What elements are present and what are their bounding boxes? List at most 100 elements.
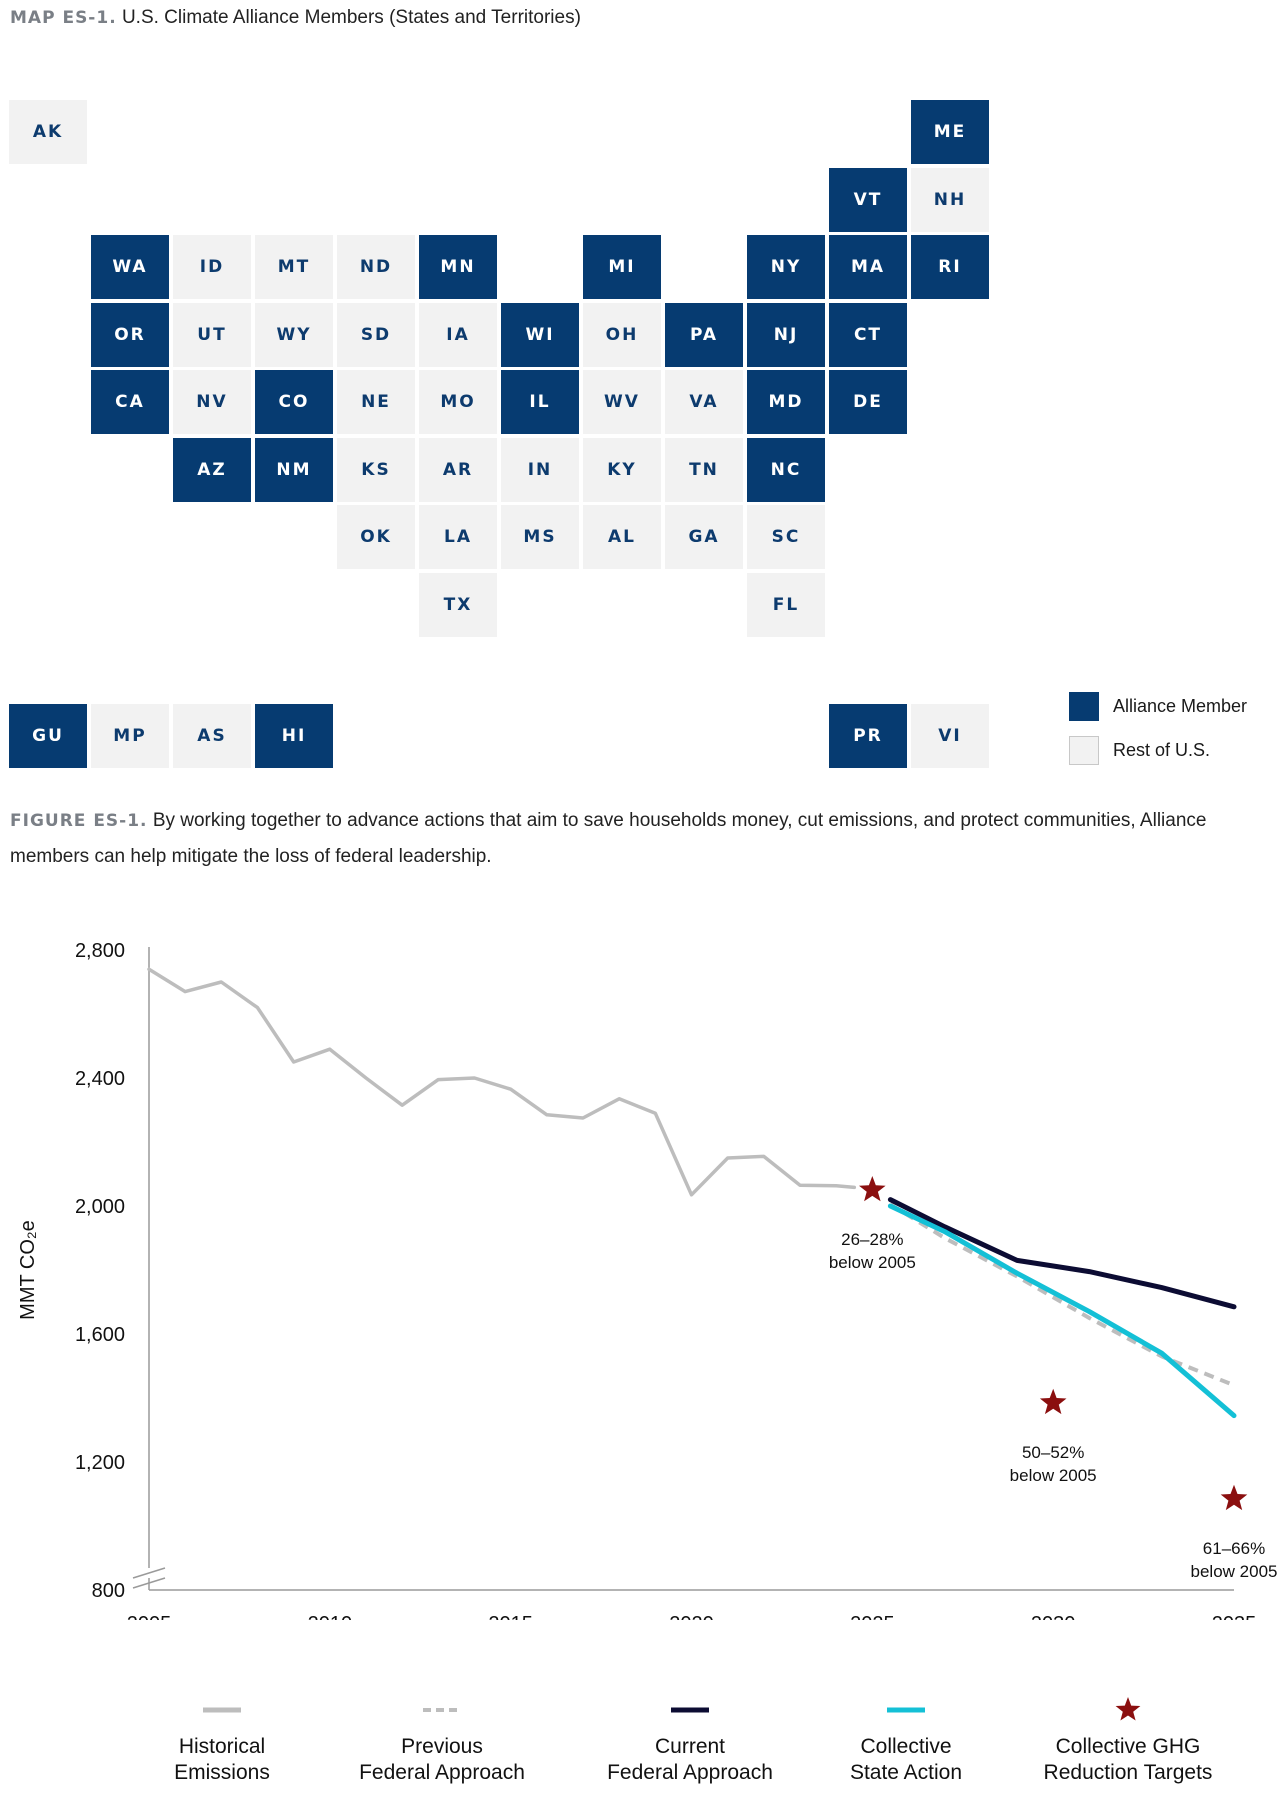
legend-item: Collective State Action xyxy=(796,1696,1016,1786)
x-tick-label: 2020 xyxy=(669,1613,714,1620)
state-tile-ia: IA xyxy=(419,302,497,367)
state-tile-az: AZ xyxy=(173,437,251,502)
y-tick-label: 1,200 xyxy=(75,1452,125,1474)
legend-line-icon xyxy=(671,1707,709,1713)
member-swatch xyxy=(1069,692,1099,721)
state-tile-oh: OH xyxy=(583,302,661,367)
state-tile-me: ME xyxy=(911,100,989,164)
state-tile-wv: WV xyxy=(583,370,661,434)
state-tile-al: AL xyxy=(583,505,661,569)
state-tile-sd: SD xyxy=(337,302,415,367)
axis-break-mark xyxy=(132,1567,166,1579)
target-star xyxy=(859,1176,886,1202)
y-tick-label: 2,800 xyxy=(75,940,125,962)
state-tile-tn: TN xyxy=(665,437,743,502)
state-tile-ct: CT xyxy=(829,302,907,367)
emissions-chart: 800 1,200 1,600 2,000 2,400 2,800 2005 2010 2015… xyxy=(17,940,1277,1620)
x-tick-label: 2015 xyxy=(488,1613,533,1620)
state-tile-sc: SC xyxy=(747,505,825,569)
legend-line-icon xyxy=(887,1707,925,1713)
legend-label-line2: Emissions xyxy=(174,1761,270,1784)
state-tile-nj: NJ xyxy=(747,302,825,367)
state-tile-pr: PR xyxy=(829,704,907,768)
state-tile-vi: VI xyxy=(911,704,989,768)
map-legend-rest: Rest of U.S. xyxy=(1069,736,1210,765)
state-tile-mt: MT xyxy=(255,235,333,299)
target-label: below 2005 xyxy=(1010,1466,1097,1485)
x-tick-label: 2030 xyxy=(1031,1613,1076,1620)
state-tile-mp: MP xyxy=(91,704,169,768)
target-label: below 2005 xyxy=(1191,1562,1277,1581)
map-caption: MAP ES-1. U.S. Climate Alliance Members … xyxy=(10,0,581,36)
y-tick-label: 1,600 xyxy=(75,1324,125,1346)
legend-label-line2: State Action xyxy=(849,1761,963,1784)
state-tile-gu: GU xyxy=(9,704,87,768)
map-legend-member: Alliance Member xyxy=(1069,692,1247,721)
y-tick-label: 2,400 xyxy=(75,1068,125,1090)
figure-caption-text: By working together to advance actions t… xyxy=(10,810,1207,867)
state-tile-tx: TX xyxy=(419,572,497,637)
state-tile-hi: HI xyxy=(255,704,333,768)
state-tile-ut: UT xyxy=(173,302,251,367)
state-tile-wi: WI xyxy=(501,302,579,367)
series-line-historical-emissions xyxy=(147,967,857,1197)
y-axis-label: MMT CO₂e xyxy=(17,1220,39,1320)
state-tile-wa: WA xyxy=(91,235,169,299)
legend-label-line1: Current xyxy=(654,1735,726,1758)
state-tile-mo: MO xyxy=(419,370,497,434)
state-tile-de: DE xyxy=(829,370,907,434)
state-tile-nc: NC xyxy=(747,437,825,502)
state-tile-ks: KS xyxy=(337,437,415,502)
state-tile-or: OR xyxy=(91,302,169,367)
state-tile-vt: VT xyxy=(829,167,907,232)
state-tile-nv: NV xyxy=(173,370,251,434)
state-tile-ak: AK xyxy=(9,100,87,164)
state-tile-mn: MN xyxy=(419,235,497,299)
legend-label-line2: Federal Approach xyxy=(359,1761,525,1784)
member-legend-label: Alliance Member xyxy=(1113,696,1248,716)
target-label: 26–28% xyxy=(841,1230,903,1249)
legend-star-icon xyxy=(1115,1697,1141,1721)
legend-label-line1: Collective xyxy=(860,1735,952,1758)
figure-caption: FIGURE ES-1. By working together to adva… xyxy=(10,803,1277,874)
state-tile-in: IN xyxy=(501,437,579,502)
state-tile-va: VA xyxy=(665,370,743,434)
target-label: 61–66% xyxy=(1203,1539,1265,1558)
state-tile-fl: FL xyxy=(747,572,825,637)
legend-label-line1: Previous xyxy=(401,1735,483,1758)
target-star xyxy=(1220,1484,1248,1511)
state-tile-nd: ND xyxy=(337,235,415,299)
state-tile-ri: RI xyxy=(911,235,989,299)
legend-item: Collective GHG Reduction Targets xyxy=(1018,1696,1238,1786)
state-tile-ky: KY xyxy=(583,437,661,502)
series-line-collective-state-action xyxy=(887,1203,1237,1419)
target-star xyxy=(1039,1388,1067,1415)
state-tile-ny: NY xyxy=(747,235,825,299)
state-tile-nh: NH xyxy=(911,167,989,232)
target-label: below 2005 xyxy=(829,1253,916,1272)
state-tile-ma: MA xyxy=(829,235,907,299)
legend-item: Current Federal Approach xyxy=(580,1696,800,1786)
state-tile-pa: PA xyxy=(665,302,743,367)
state-tile-wy: WY xyxy=(255,302,333,367)
target-label: 50–52% xyxy=(1022,1443,1084,1462)
state-tile-ga: GA xyxy=(665,505,743,569)
map-label: MAP ES-1. xyxy=(10,8,117,28)
legend-label-line1: Collective GHG xyxy=(1055,1735,1201,1758)
state-tile-ok: OK xyxy=(337,505,415,569)
rest-legend-label: Rest of U.S. xyxy=(1113,740,1211,760)
y-tick-label: 800 xyxy=(92,1580,125,1602)
legend-label-line2: Federal Approach xyxy=(607,1761,773,1784)
state-tile-mi: MI xyxy=(583,235,661,299)
legend-line-icon xyxy=(203,1707,241,1713)
rest-swatch xyxy=(1069,736,1099,765)
state-tile-as: AS xyxy=(173,704,251,768)
state-tile-id: ID xyxy=(173,235,251,299)
legend-item: Historical Emissions xyxy=(112,1696,332,1786)
legend-label-line2: Reduction Targets xyxy=(1043,1761,1213,1784)
state-tile-la: LA xyxy=(419,505,497,569)
x-tick-label: 2035 xyxy=(1212,1613,1257,1620)
legend-line-icon xyxy=(423,1708,461,1712)
legend-item: Previous Federal Approach xyxy=(332,1696,552,1786)
state-tile-nm: NM xyxy=(255,437,333,502)
